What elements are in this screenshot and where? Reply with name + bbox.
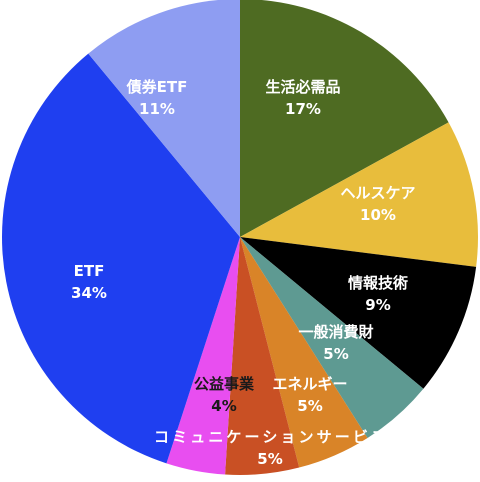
slice-category-label: 債券ETF [126, 78, 188, 96]
slice-category-label: コミュニケーションサービス [154, 428, 386, 446]
pie-slice [166, 237, 240, 475]
slice-percent-label: 9% [365, 296, 390, 314]
slice-percent-label: 5% [323, 345, 348, 363]
pie-slice [88, 0, 240, 237]
pie-slices [1, 0, 478, 475]
pie-labels: 生活必需品 17% ヘルスケア 10% 情報技術 9% 一般消費財 5% エネルギー 5% コミュニ… [71, 78, 415, 468]
slice-category-label: 一般消費財 [298, 323, 373, 341]
slice-percent-label: 5% [257, 450, 282, 468]
slice-percent-label: 17% [285, 100, 321, 118]
pie-slice [240, 237, 477, 389]
pie-slice [240, 122, 478, 267]
slice-percent-label: 11% [139, 100, 175, 118]
slice-category-label: エネルギー [272, 375, 347, 393]
pie-slice [225, 237, 300, 475]
pie-slice [240, 0, 449, 237]
pie-slice [240, 237, 424, 438]
slice-category-label: 情報技術 [348, 274, 408, 292]
slice-percent-label: 10% [360, 206, 396, 224]
slice-category-label: 生活必需品 [265, 78, 340, 96]
pie-slice [240, 237, 368, 468]
slice-category-label: 公益事業 [194, 375, 255, 393]
slice-percent-label: 5% [297, 397, 322, 415]
slice-percent-label: 4% [211, 397, 236, 415]
slice-category-label: ヘルスケア [340, 184, 415, 202]
slice-percent-label: 34% [71, 284, 107, 302]
slice-category-label: ETF [74, 262, 105, 280]
pie-slice [1, 53, 240, 464]
